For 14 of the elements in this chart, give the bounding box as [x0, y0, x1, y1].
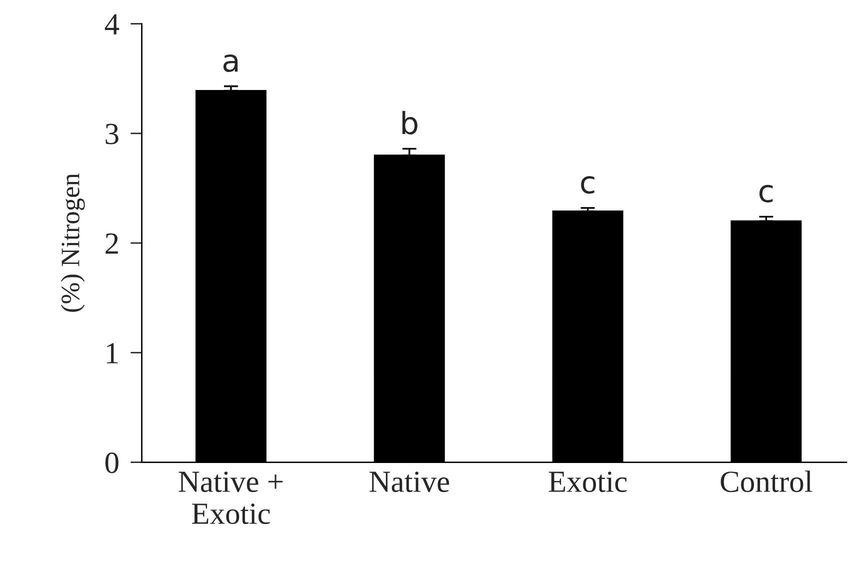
annotation: b	[402, 110, 418, 134]
y-axis-title: (%) Nitrogen	[60, 173, 85, 312]
annotation: a	[223, 54, 238, 72]
y-tick-label: 2	[106, 233, 118, 254]
x-tick-label: Control	[720, 470, 812, 492]
x-tick-label: Exotic	[548, 472, 627, 492]
y-tick-label: 1	[106, 343, 118, 364]
y-tick-label: 3	[106, 124, 118, 144]
x-tick-label: Native + Exotic	[178, 472, 283, 524]
x-tick-label: Native	[370, 472, 450, 492]
annotation: c	[759, 184, 773, 202]
annotation: c	[581, 176, 594, 194]
y-tick-label: 4	[104, 14, 120, 34]
y-tick-label: 0	[105, 452, 118, 474]
